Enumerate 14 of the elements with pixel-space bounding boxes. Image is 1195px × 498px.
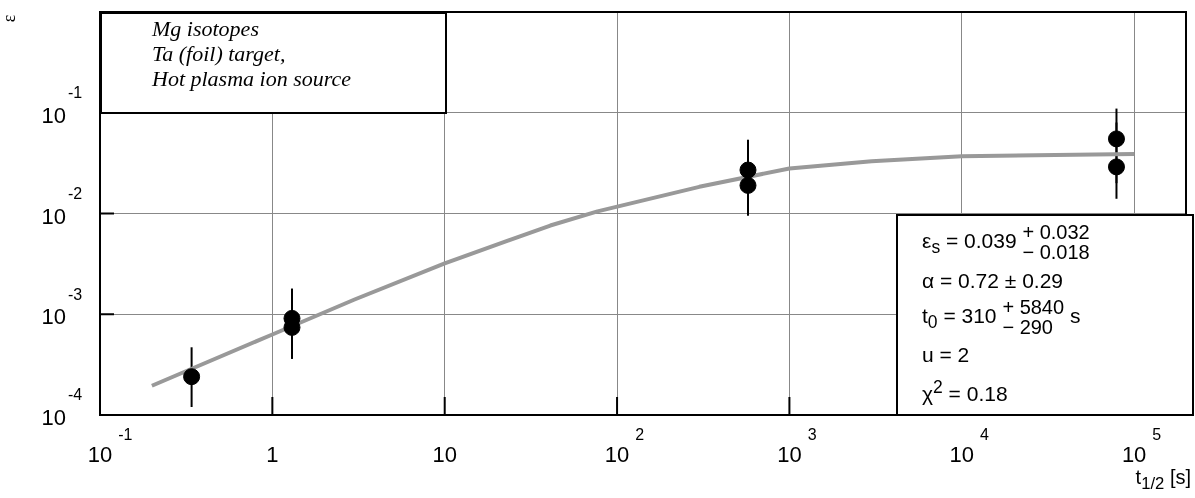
y-axis-title: ε bbox=[0, 14, 21, 23]
x-tick-label: 105 bbox=[1121, 426, 1162, 467]
x-tick-label: 102 bbox=[604, 426, 645, 467]
x-tick-label: 10 bbox=[432, 442, 457, 467]
y-tick-label: 10-1 bbox=[41, 84, 83, 128]
x-tick-label: 104 bbox=[949, 426, 989, 467]
x-tick-label: 1 bbox=[266, 442, 279, 467]
x-tick-label: 10-1 bbox=[87, 426, 133, 467]
x-axis-title: t$_{1/2}$ [s] bbox=[1135, 466, 1191, 494]
y-tick-label: 10-2 bbox=[41, 184, 83, 229]
y-tick-label: 10-4 bbox=[41, 386, 83, 431]
y-tick-label: 10-3 bbox=[41, 285, 83, 330]
text-box: Mg isotopes Ta (foil) target, Hot plasma ion source bbox=[100, 12, 447, 114]
x-tick-label: 103 bbox=[777, 426, 817, 467]
